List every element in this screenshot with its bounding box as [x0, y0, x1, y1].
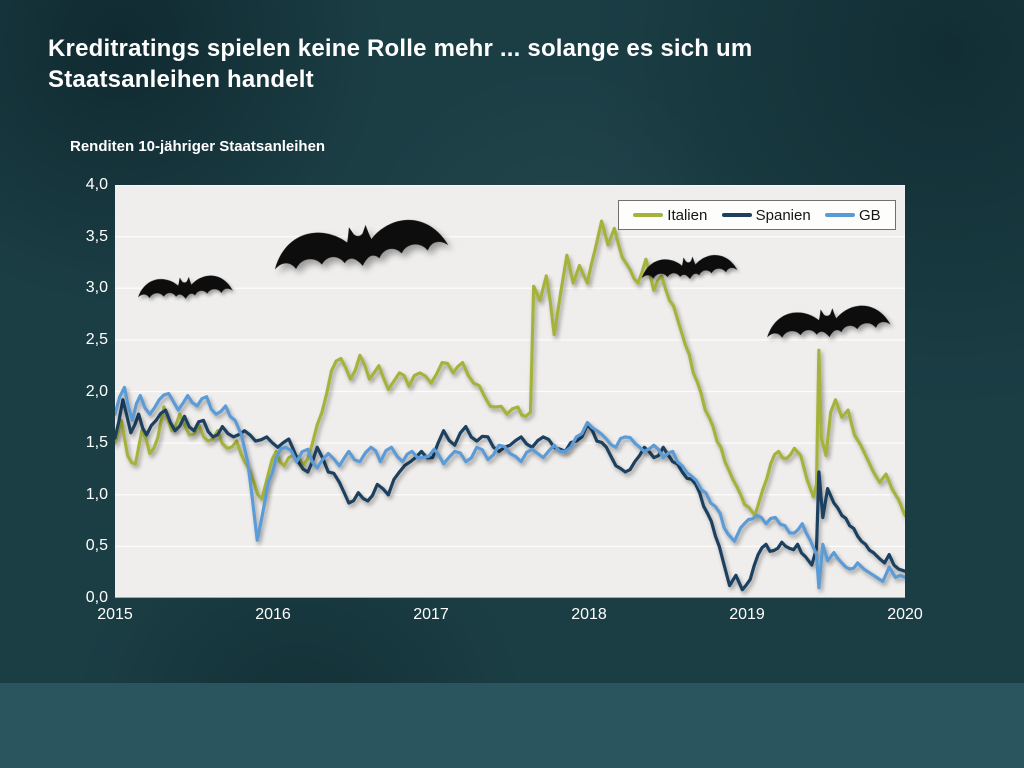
chart-legend: Italien Spanien GB	[618, 200, 896, 230]
x-tick-label: 2019	[729, 606, 765, 623]
y-tick-label: 3,5	[85, 227, 108, 245]
y-axis-labels: 4,0 3,5 3,0 2,5 2,0 1,5 1,0 0,5 0,0	[38, 176, 108, 606]
legend-item-gb: GB	[824, 206, 881, 224]
legend-swatch-italien	[633, 213, 664, 217]
y-tick-label: 2,5	[85, 330, 108, 348]
x-tick-label: 2015	[97, 606, 133, 623]
y-tick-label: 3,0	[85, 279, 108, 297]
x-tick-label: 2016	[255, 606, 291, 623]
legend-label: Spanien	[755, 206, 811, 224]
y-tick-label: 4,0	[85, 176, 108, 193]
legend-swatch-gb	[824, 213, 855, 217]
x-tick-label: 2017	[413, 606, 449, 623]
footer-bar: BONDVIGILANTES.COM @ BONDVIGILANTES Quel…	[0, 683, 1024, 768]
x-axis-labels: 2015 2016 2017 2018 2019 2020	[97, 606, 923, 630]
y-tick-label: 0,0	[85, 589, 108, 606]
legend-label: Italien	[667, 206, 708, 224]
series-line-gb	[113, 385, 907, 590]
y-tick-label: 1,0	[85, 485, 108, 503]
chart-heading: Renditen 10-jähriger Staatsanleihen	[70, 138, 326, 155]
x-tick-label: 2020	[887, 606, 923, 623]
page-title: Kreditratings spielen keine Rolle mehr .…	[48, 35, 753, 93]
legend-item-spanien: Spanien	[721, 206, 811, 224]
legend-item-italien: Italien	[633, 207, 707, 224]
series-line-italien	[113, 219, 907, 517]
chart-plot-area	[113, 184, 907, 599]
line-chart	[113, 184, 907, 599]
y-tick-label: 0,5	[85, 537, 108, 555]
legend-label: GB	[858, 206, 881, 224]
y-tick-label: 2,0	[85, 382, 108, 400]
x-tick-label: 2018	[571, 606, 607, 623]
legend-swatch-spanien	[721, 213, 752, 217]
y-tick-label: 1,5	[85, 434, 108, 452]
